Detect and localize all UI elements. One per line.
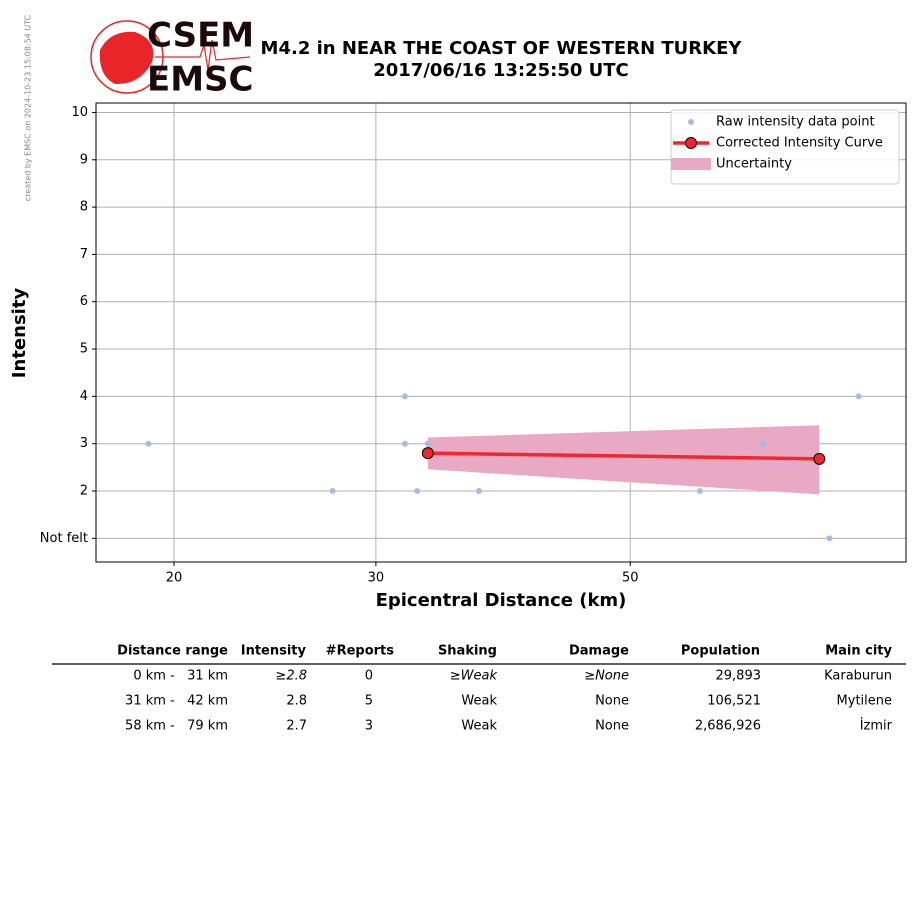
table-cell: 31 km - 42 km: [125, 694, 228, 709]
table-header: Main city: [825, 644, 892, 659]
logo-map: [99, 31, 154, 85]
table-cell: Weak: [461, 694, 497, 709]
raw-point: [855, 393, 862, 400]
table-cell: Weak: [461, 719, 497, 734]
raw-point: [826, 535, 833, 542]
credit: created by EMSC on 2024-10-23 15:08:54 U…: [24, 14, 33, 201]
table-cell: 2.7: [286, 719, 307, 734]
y-tick-label: 9: [80, 152, 88, 167]
curve-point: [813, 452, 826, 465]
table-header: Intensity: [241, 644, 307, 659]
logo-wave: [155, 39, 251, 71]
curve-line: [427, 451, 820, 461]
table-cell: 2,686,926: [695, 719, 761, 734]
table-cell: 29,893: [716, 669, 762, 684]
y-tick-label: 3: [80, 436, 88, 451]
logo: CSEM EMSC: [90, 16, 254, 100]
table-header: Distance range: [117, 644, 228, 659]
table-cell: 3: [365, 719, 373, 734]
curve-point: [421, 447, 434, 460]
y-tick-label: 5: [80, 342, 88, 357]
table-header: #Reports: [326, 644, 395, 659]
logo-top: CSEM: [147, 16, 254, 56]
legend-swatch: [685, 137, 697, 149]
raw-point: [424, 440, 431, 447]
y-tick-label: 8: [80, 200, 88, 215]
table-cell: 106,521: [707, 694, 761, 709]
chart-subtitle: 2017/06/16 13:25:50 UTC: [373, 60, 629, 81]
legend-label: Uncertainty: [716, 157, 792, 172]
table-header: Shaking: [438, 644, 497, 659]
legend-label: Raw intensity data point: [716, 115, 875, 130]
x-tick-label: 30: [368, 571, 385, 586]
x-tick-label: 20: [166, 571, 183, 586]
logo-bottom: EMSC: [147, 60, 254, 100]
raw-point: [329, 488, 336, 495]
legend-box: [670, 109, 900, 185]
table-header: Damage: [569, 644, 629, 659]
y-tick-label: 6: [80, 294, 88, 309]
table-cell: None: [595, 719, 629, 734]
table-cell: 2.8: [286, 694, 307, 709]
table-cell: None: [595, 694, 629, 709]
plot-frame: [95, 102, 907, 563]
chart-title: M4.2 in NEAR THE COAST OF WESTERN TURKEY: [261, 38, 743, 59]
y-tick-label: 4: [80, 389, 88, 404]
raw-point: [145, 440, 152, 447]
legend-label: Corrected Intensity Curve: [716, 136, 883, 151]
uncertainty-band: [427, 425, 820, 495]
raw-point: [475, 488, 482, 495]
x-axis-label: Epicentral Distance (km): [376, 590, 627, 611]
raw-point: [401, 440, 408, 447]
raw-point: [696, 488, 703, 495]
table-cell: Mytilene: [837, 694, 892, 709]
y-tick-label: 7: [80, 247, 88, 262]
y-axis-label: Intensity: [9, 288, 30, 379]
table-cell: 0: [365, 669, 373, 684]
y-tick-label: 10: [71, 105, 88, 120]
raw-point: [760, 440, 767, 447]
table-header: Population: [681, 644, 760, 659]
table-cell: 5: [365, 694, 373, 709]
table-cell: Karaburun: [824, 669, 892, 684]
y-tick-label: 2: [80, 484, 88, 499]
raw-point: [414, 488, 421, 495]
legend-swatch: [671, 158, 711, 170]
legend-swatch: [688, 119, 694, 125]
x-tick-label: 50: [622, 571, 639, 586]
raw-point: [401, 393, 408, 400]
y-tick-label: Not felt: [40, 531, 88, 546]
table-cell: İzmir: [860, 718, 893, 734]
table-cell: ≥2.8: [275, 669, 307, 684]
table-cell: ≥Weak: [450, 669, 498, 684]
table-cell: 0 km - 31 km: [133, 669, 228, 684]
table-cell: 58 km - 79 km: [125, 719, 228, 734]
table-cell: ≥None: [584, 669, 629, 684]
